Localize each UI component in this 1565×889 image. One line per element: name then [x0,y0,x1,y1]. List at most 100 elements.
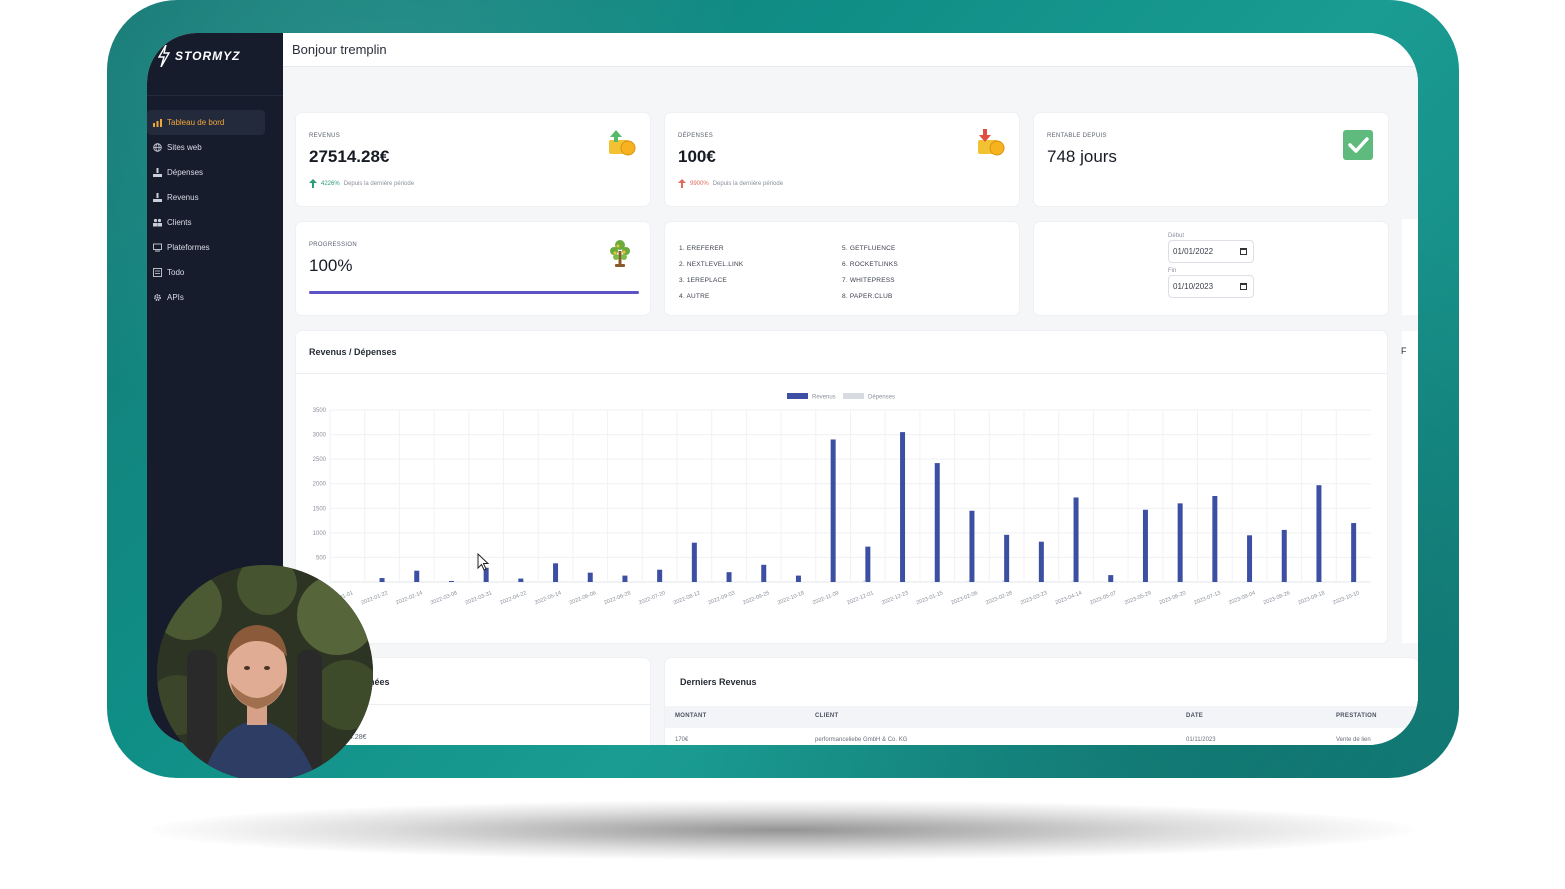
legend-label-depenses: Dépenses [868,395,895,401]
x-tick-label: 2023-08-26 [1263,590,1291,606]
x-tick-label: 2023-02-06 [950,590,978,606]
sidebar-item-dashboard[interactable]: Tableau de bord [147,110,265,135]
sidebar-item-label: Clients [167,218,192,227]
check-icon [1343,130,1373,160]
sidebar-item-todo[interactable]: Todo [147,260,283,285]
bar-revenus [900,432,906,582]
stat-change-pct: 9900% [690,180,709,187]
x-tick-label: 2022-09-03 [707,590,735,606]
x-tick-label: 2022-12-01 [846,590,874,606]
money-down-icon [978,129,1005,156]
stat-card-revenus: REVENUS 27514.28€ 4226% Depuis la derniè… [296,113,650,206]
y-tick-label: 1000 [313,531,327,537]
platform-item: 4. AUTRE [679,293,710,300]
calendar-icon[interactable] [1240,248,1247,255]
bolt-icon [157,45,171,67]
col-client[interactable]: CLIENT [815,713,839,719]
calendar-icon[interactable] [1240,283,1247,290]
sidebar-item-apis[interactable]: APIs [147,285,283,310]
cut-off-card-title: F [1401,346,1407,356]
bar-revenus [830,439,836,582]
x-tick-label: 2023-07-13 [1193,590,1221,606]
stat-label: PROGRESSION [309,242,357,248]
page-greeting: Bonjour tremplin [292,42,387,57]
money-tree-icon [610,240,630,267]
sidebar-item-depenses[interactable]: Dépenses [147,160,283,185]
card-value-fragment: 4.28€ [349,734,367,741]
platform-item: 2. NEXTLEVEL.LINK [679,261,744,268]
start-date-input[interactable]: 01/01/2022 [1168,240,1254,263]
x-tick-label: 2022-10-18 [777,590,805,606]
col-montant[interactable]: MONTANT [675,713,707,719]
sidebar-item-sites-web[interactable]: Sites web [147,135,283,160]
card-title: Derniers Revenus [680,677,757,687]
y-tick-label: 500 [316,555,327,561]
bar-revenus [795,575,801,582]
stat-label: REVENUS [309,133,341,139]
start-date-value: 01/01/2022 [1173,247,1214,256]
col-prestation[interactable]: PRESTATION [1336,713,1377,719]
progress-bar [309,291,639,294]
platform-list-right: 5. GETFLUENCE 6. ROCKETLINKS 7. WHITEPRE… [842,241,898,305]
sidebar-item-clients[interactable]: Clients [147,210,283,235]
y-tick-label: 2500 [313,457,327,463]
end-date-input[interactable]: 01/10/2023 [1168,275,1254,298]
y-tick-label: 3000 [313,433,327,439]
bar-depenses [863,580,866,582]
stat-value: 748 jours [1047,147,1117,166]
x-tick-label: 2022-03-08 [430,590,458,606]
sidebar-item-plateformes[interactable]: Plateformes [147,235,283,260]
stat-value: 100€ [678,147,716,166]
revenue-expense-chart-card: Revenus / Dépenses 500 1000 1500 2000 2500 30… [296,331,1387,643]
x-tick-label: 2022-04-22 [499,590,527,606]
legend-swatch-revenus [787,393,808,399]
platforms-card: 1. EREFERER 2. NEXTLEVEL.LINK 3. 1EREPLA… [665,222,1019,315]
end-date-value: 01/10/2023 [1173,282,1214,291]
sidebar-item-label: Plateformes [167,243,210,252]
bar-revenus [1142,509,1148,582]
cell-client: performanceliebe GmbH & Co. KG [815,737,908,743]
x-tick-label: 2023-02-28 [985,590,1013,606]
sidebar-item-label: Sites web [167,143,202,152]
bar-depenses [1071,580,1074,582]
chart-title: Revenus / Dépenses [309,347,397,357]
bar-revenus [934,463,940,582]
bar-revenus [1212,496,1218,582]
bar-revenus [691,542,697,582]
users-icon [153,218,162,227]
platform-item: 3. 1EREPLACE [679,277,727,284]
mouse-cursor-icon [477,553,489,571]
webcam-overlay [157,565,373,778]
x-tick-label: 2022-02-14 [395,590,423,606]
logo-text: STORMYZ [175,49,241,63]
bar-revenus [587,572,593,582]
stat-card-depenses: DÉPENSES 100€ 9900% Depuis la dernière p… [665,113,1019,206]
x-tick-label: 2022-06-06 [569,590,597,606]
sidebar-item-revenus[interactable]: Revenus [147,185,283,210]
globe-icon [153,143,162,152]
bar-revenus [1247,535,1253,582]
platform-item: 6. ROCKETLINKS [842,261,898,268]
stat-change-pct: 4226% [321,180,340,187]
bar-revenus [1177,503,1183,582]
col-date[interactable]: DATE [1186,713,1204,719]
sidebar-item-label: Todo [167,268,185,277]
income-icon [153,193,162,202]
bar-depenses [1002,580,1005,582]
bar-depenses [967,580,970,582]
sidebar-item-label: Dépenses [167,168,204,177]
x-tick-label: 2023-10-10 [1332,590,1360,606]
checklist-icon [153,268,162,277]
start-date-label: Début [1168,233,1185,239]
cell-date: 01/11/2023 [1186,737,1216,743]
card-title-fragment: nées [369,677,390,687]
app-logo[interactable]: STORMYZ [157,45,240,67]
stat-label: RENTABLE DEPUIS [1047,133,1107,139]
stat-card-rentable: RENTABLE DEPUIS 748 jours [1034,113,1388,206]
x-tick-label: 2023-08-04 [1228,590,1256,606]
bar-chart-icon [153,119,162,127]
bar-revenus [414,570,420,582]
y-tick-label: 3500 [313,408,327,414]
platform-item: 8. PAPER.CLUB [842,293,893,300]
bar-revenus [865,546,871,582]
